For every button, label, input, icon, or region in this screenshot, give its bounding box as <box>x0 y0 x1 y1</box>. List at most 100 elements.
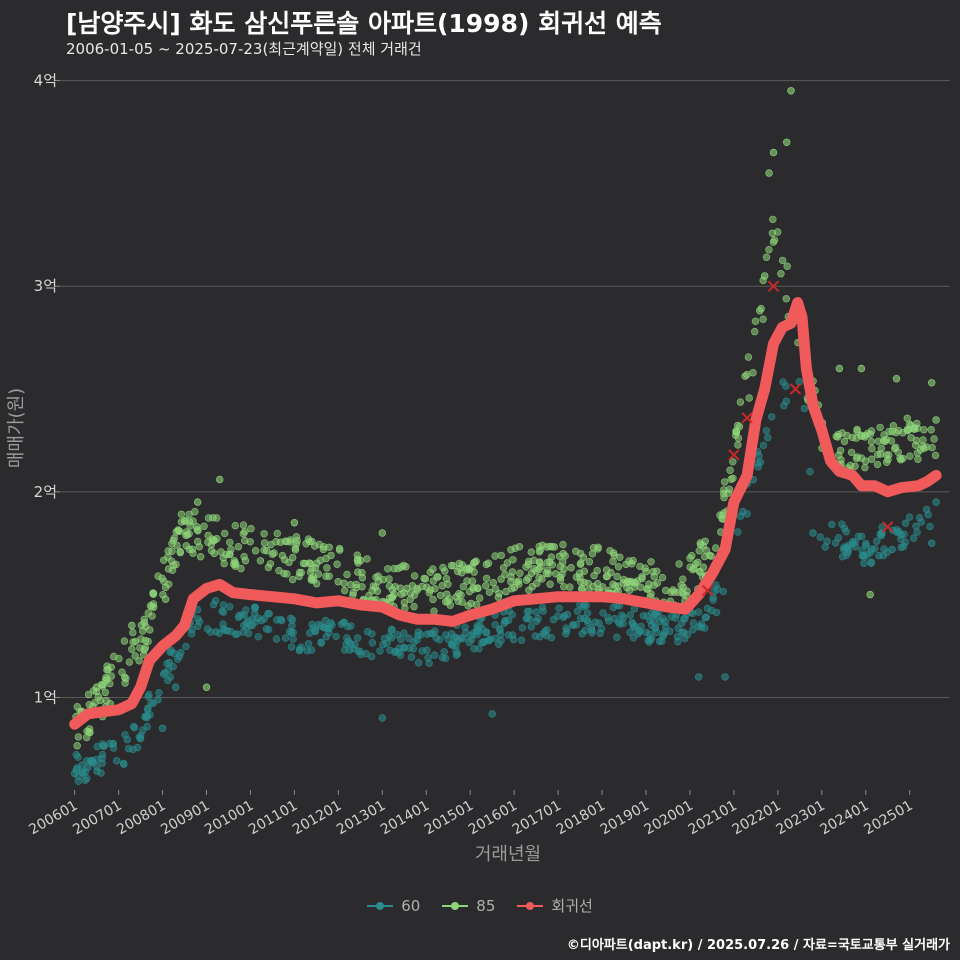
scatter-point <box>604 617 613 625</box>
scatter-point <box>881 437 889 446</box>
scatter-point <box>420 574 428 583</box>
scatter-point <box>257 616 266 625</box>
scatter-point <box>491 552 499 560</box>
scatter-point <box>639 612 648 620</box>
scatter-point <box>502 587 510 596</box>
scatter-point <box>125 658 134 666</box>
scatter-point <box>170 534 179 542</box>
scatter-point <box>563 627 571 635</box>
x-marker <box>741 412 753 424</box>
scatter-point <box>516 569 524 577</box>
scatter-point <box>670 588 678 596</box>
scatter-point <box>168 566 177 574</box>
scatter-point <box>599 609 607 617</box>
scatter-point <box>410 602 418 611</box>
x-axis-label: 거래년월 <box>475 844 541 865</box>
scatter-point <box>767 413 776 421</box>
scatter-point <box>932 416 940 424</box>
scatter-point <box>405 634 413 642</box>
scatter-point <box>170 649 178 657</box>
scatter-point <box>272 537 280 546</box>
scatter-point <box>305 559 314 567</box>
scatter-point <box>246 538 254 546</box>
scatter-point <box>81 776 89 784</box>
scatter-point <box>567 563 575 572</box>
scatter-point <box>218 607 226 615</box>
scatter-point <box>335 544 344 553</box>
scatter-point <box>840 545 848 554</box>
scatter-point <box>613 633 621 641</box>
scatter-point <box>429 577 437 585</box>
scatter-point <box>782 382 790 390</box>
scatter-point <box>92 683 101 691</box>
scatter-point <box>102 696 111 705</box>
scatter-point <box>278 551 287 560</box>
scatter-point <box>251 546 260 555</box>
scatter-point <box>596 629 604 637</box>
scatter-point <box>689 626 697 634</box>
scatter-point <box>322 554 330 563</box>
scatter-point <box>129 628 137 637</box>
scatter-point <box>491 634 500 643</box>
scatter-point <box>769 238 778 246</box>
scatter-point <box>694 608 703 616</box>
x-tick-label: 200801 <box>114 798 168 839</box>
x-tick-label: 201801 <box>554 798 608 839</box>
scatter-point <box>495 640 503 648</box>
scatter-point <box>378 714 386 722</box>
scatter-point <box>173 655 182 663</box>
scatter-point <box>438 581 446 590</box>
scatter-point <box>678 588 686 596</box>
scatter-point <box>254 633 263 641</box>
scatter-point <box>853 453 861 461</box>
legend-key-60 <box>367 899 394 913</box>
scatter-point <box>496 625 504 633</box>
scatter-point <box>407 589 415 597</box>
scatter-point <box>402 562 410 571</box>
scatter-point <box>447 640 456 649</box>
scatter-point <box>193 526 201 534</box>
scatter-point <box>73 741 81 750</box>
scatter-point <box>273 529 281 538</box>
scatter-point <box>400 598 409 607</box>
scatter-point <box>593 579 602 588</box>
scatter-point <box>290 518 299 527</box>
scatter-point <box>901 538 909 546</box>
scatter-point <box>876 423 884 432</box>
scatter-point <box>889 422 898 430</box>
scatter-point <box>295 568 304 577</box>
scatter-point <box>721 673 729 681</box>
scatter-point <box>226 602 234 611</box>
scatter-point <box>661 622 670 631</box>
scatter-point <box>636 583 645 591</box>
scatter-point <box>396 584 405 592</box>
scatter-point <box>497 551 505 560</box>
scatter-point <box>675 560 683 568</box>
scatter-point <box>778 256 787 265</box>
scatter-point <box>266 560 275 568</box>
x-tick-label: 200601 <box>26 798 80 839</box>
scatter-point <box>631 578 639 587</box>
scatter-point <box>880 545 888 553</box>
scatter-point <box>378 529 386 537</box>
scatter-point <box>842 551 851 559</box>
scatter-point <box>499 564 508 572</box>
scatter-point <box>115 654 123 663</box>
scatter-point <box>387 626 396 634</box>
scatter-point <box>917 518 925 526</box>
scatter-point <box>89 758 97 767</box>
scatter-point <box>434 573 442 581</box>
scatter-point <box>907 434 915 442</box>
scatter-point <box>372 573 380 581</box>
scatter-point <box>221 529 229 538</box>
scatter-point <box>317 638 325 646</box>
scatter-point <box>455 589 463 598</box>
scatter-point <box>559 540 567 549</box>
scatter-point <box>762 253 771 261</box>
scatter-point <box>99 742 108 750</box>
scatter-point <box>188 625 196 634</box>
scatter-point <box>227 545 235 554</box>
scatter-point <box>343 570 351 579</box>
scatter-point <box>191 507 199 516</box>
scatter-point <box>806 467 814 476</box>
